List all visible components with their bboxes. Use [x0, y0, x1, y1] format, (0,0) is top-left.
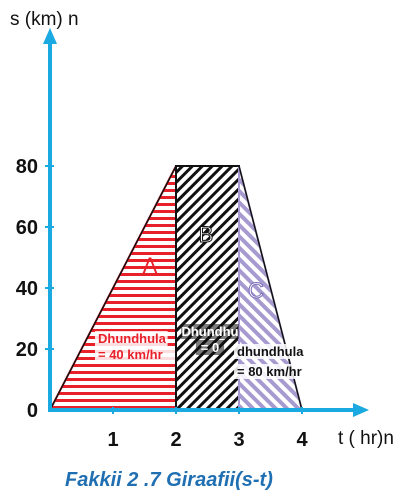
speed-label-backdrop [234, 364, 314, 379]
region-c-speed-line: = 80 km/hr [237, 364, 302, 379]
speed-label-backdrop [95, 347, 175, 362]
x-tick-label: 4 [296, 429, 308, 451]
region-c-label: C [248, 278, 264, 303]
speed-label-backdrop [181, 324, 239, 339]
x-axis-arrow [353, 403, 369, 417]
region-b-speed-line: Dhundhu [181, 324, 238, 339]
y-axis-title: s (km) n [10, 9, 79, 30]
region-b-label: B [199, 222, 214, 247]
region-a-label: A [143, 253, 158, 278]
region-a-speed-line: Dhundhula [98, 331, 167, 346]
y-tick-label: 0 [27, 400, 38, 422]
x-tick-label: 3 [233, 429, 244, 451]
y-tick-label: 40 [16, 278, 38, 300]
region-c-speed-line: dhundhula [237, 344, 304, 359]
speed-label-backdrop [195, 340, 225, 355]
region-b-speed-line: = 0 [201, 340, 219, 355]
region-a-speed-line: = 40 km/hr [98, 347, 163, 362]
y-tick-label: 60 [16, 217, 38, 239]
series-line [49, 165, 303, 411]
x-axis-title: t ( hr)n [338, 428, 394, 449]
speed-label-backdrop [234, 344, 307, 359]
y-tick-label: 20 [16, 339, 38, 361]
x-tick-label: 2 [170, 429, 181, 451]
figure-caption: Fakkii 2 .7 Giraafii(s-t) [65, 469, 273, 491]
y-axis-arrow [43, 28, 57, 44]
speed-label-backdrop [95, 331, 168, 346]
region-annotations: A Dhundhula= 40 km/hr B Dhundhu= 0 Cdhundhul… [95, 222, 314, 379]
y-tick-label: 80 [16, 156, 38, 178]
x-tick-label: 1 [107, 429, 118, 451]
region-b [175, 165, 240, 411]
